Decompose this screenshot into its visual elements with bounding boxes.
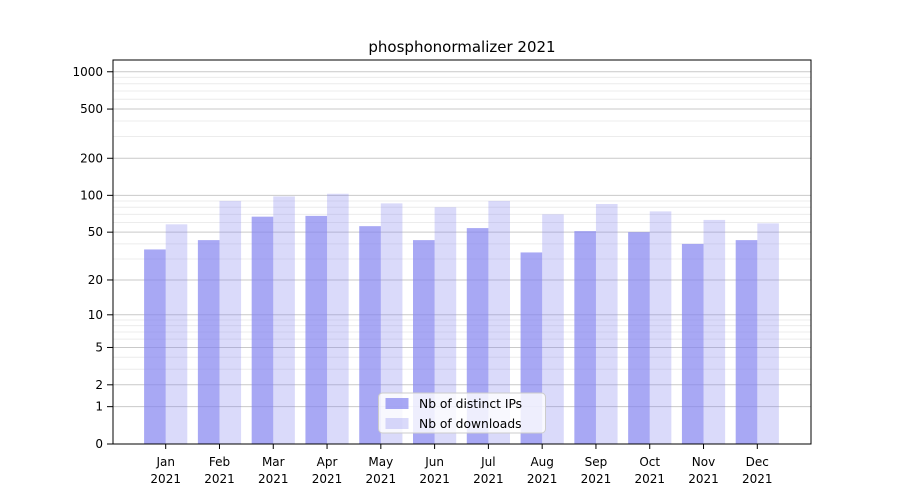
y-tick-label: 500: [80, 102, 103, 116]
x-tick-label-year: 2021: [150, 472, 181, 486]
x-tick-label-year: 2021: [258, 472, 289, 486]
y-tick-label: 1000: [72, 65, 103, 79]
bar-feb-distinct-ips: [197, 240, 220, 444]
bar-dec-downloads: [757, 223, 779, 444]
bar-feb-downloads: [219, 200, 242, 444]
minor-gridlines: [113, 76, 811, 370]
bar-apr-downloads: [327, 193, 349, 444]
bar-mar-downloads: [273, 196, 295, 444]
bar-may-distinct-ips: [359, 226, 381, 444]
legend-box: [378, 392, 546, 434]
legend-swatch-distinct-ips: [385, 398, 409, 409]
x-tick-label-year: 2021: [312, 472, 343, 486]
plot-frame: [112, 59, 812, 445]
bar-jul-downloads: [488, 200, 510, 444]
legend: Nb of distinct IPs Nb of downloads: [378, 392, 546, 434]
x-tick-label-month: Mar: [262, 455, 285, 469]
legend-swatch-downloads: [385, 418, 409, 429]
legend-label-distinct-ips: Nb of distinct IPs: [419, 397, 522, 411]
bar-jan-downloads: [165, 224, 188, 444]
bar-sep-distinct-ips: [574, 231, 596, 444]
y-tick-label: 50: [88, 225, 103, 239]
y-tick-label: 0: [95, 437, 103, 451]
x-tick-label-month: May: [368, 455, 393, 469]
x-tick-label-year: 2021: [688, 472, 719, 486]
x-tick-label-month: Sep: [585, 455, 608, 469]
y-tick-label: 200: [80, 151, 103, 165]
x-tick-label-month: Feb: [209, 455, 230, 469]
bar-jun-downloads: [434, 207, 457, 444]
x-tick-label-month: Aug: [530, 455, 553, 469]
bar-jul-distinct-ips: [466, 228, 489, 444]
x-tick-label-year: 2021: [419, 472, 450, 486]
y-tick-label: 5: [95, 340, 103, 354]
bar-sep-downloads: [595, 204, 618, 444]
x-tick-label-month: Oct: [639, 455, 660, 469]
bar-jan-distinct-ips: [144, 249, 166, 444]
bar-apr-distinct-ips: [305, 215, 328, 444]
x-tick-label-month: Apr: [317, 455, 338, 469]
x-tick-label-year: 2021: [742, 472, 773, 486]
bar-aug-downloads: [542, 214, 564, 444]
bar-dec-distinct-ips: [735, 240, 758, 444]
y-tick-label: 100: [80, 188, 103, 202]
bar-oct-downloads: [649, 211, 672, 444]
bar-mar-distinct-ips: [251, 216, 274, 444]
y-axis: 0 1 2 5 10 20 50 100 200 500 1000: [72, 65, 113, 451]
legend-label-downloads: Nb of downloads: [419, 417, 522, 431]
bar-nov-downloads: [703, 219, 726, 444]
y-tick-label: 2: [95, 378, 103, 392]
x-tick-label-month: Dec: [746, 455, 769, 469]
bar-oct-distinct-ips: [628, 232, 650, 444]
chart-title: phosphonormalizer 2021: [368, 38, 555, 56]
x-tick-label-year: 2021: [581, 472, 612, 486]
y-tick-label: 1: [95, 400, 103, 414]
x-tick-label-month: Jan: [155, 455, 175, 469]
x-tick-label-year: 2021: [366, 472, 397, 486]
y-tick-label: 10: [88, 308, 103, 322]
x-tick-label-month: Jun: [424, 455, 444, 469]
bar-nov-distinct-ips: [681, 243, 704, 444]
x-tick-label-year: 2021: [204, 472, 235, 486]
y-tick-label: 20: [88, 273, 103, 287]
x-axis: Jan 2021 Feb 2021 Mar 2021 Apr 2021 May 2021 Jun 20…: [150, 444, 773, 486]
x-tick-label-month: Jul: [480, 455, 495, 469]
x-tick-label-year: 2021: [634, 472, 665, 486]
x-tick-label-year: 2021: [527, 472, 558, 486]
bar-may-downloads: [380, 203, 403, 444]
x-tick-label-month: Nov: [692, 455, 715, 469]
x-tick-label-year: 2021: [473, 472, 504, 486]
